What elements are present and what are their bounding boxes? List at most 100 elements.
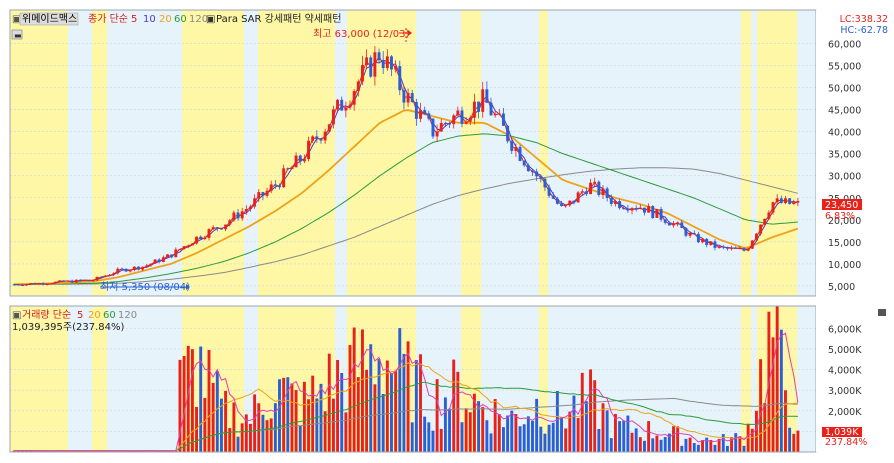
candle-body: [472, 101, 476, 118]
candle-body: [244, 209, 248, 212]
ma10-period: 10: [143, 14, 156, 25]
candle-body: [688, 232, 692, 236]
candle-body: [278, 185, 281, 188]
volume-change: 237.84%: [825, 437, 867, 448]
volume-bar: [564, 428, 568, 452]
lc-value: LC:338.32: [840, 14, 888, 25]
candle-body: [356, 81, 360, 92]
volume-bar: [730, 437, 734, 452]
high-annotation: 최고 63,000 (12/03): [313, 28, 409, 40]
ma60-period: 60: [174, 14, 187, 25]
volume-bar: [294, 390, 298, 452]
candle-body: [286, 168, 290, 170]
candle-body: [701, 238, 704, 243]
volume-bar: [190, 349, 194, 452]
candle-body: [207, 229, 211, 238]
price-tick-label: 10,000: [828, 260, 861, 271]
volume-bar: [618, 421, 622, 452]
candle-body: [29, 283, 33, 285]
candle-body: [323, 131, 327, 141]
candle-body: [543, 178, 547, 188]
price-tick-label: 50,000: [828, 84, 861, 95]
bullish-band: [741, 306, 751, 452]
candle-body: [630, 208, 634, 211]
volume-bar: [510, 410, 514, 452]
candle-body: [336, 99, 340, 110]
volume-legend: ▣ 거래량 단순 5 20 60 120 1,039,395주(237.84%): [12, 309, 886, 333]
volume-bar: [390, 373, 393, 452]
candle-body: [228, 220, 232, 225]
candle-body: [468, 117, 472, 122]
candle-body: [174, 249, 178, 258]
volume-bar: [244, 414, 248, 452]
volume-bar: [750, 428, 754, 452]
volume-bar: [572, 395, 576, 452]
volume-bar: [472, 393, 476, 452]
volume-bar: [253, 394, 257, 452]
volume-bar: [667, 433, 671, 452]
candle-body: [448, 123, 451, 125]
volume-bar: [784, 390, 787, 452]
volume-bar: [713, 444, 717, 452]
ma20-period: 20: [159, 14, 172, 25]
volume-bar: [211, 382, 215, 452]
trend-bands: [10, 10, 797, 452]
symbol-box[interactable]: [19, 12, 79, 26]
candle-body: [170, 254, 174, 258]
volume-bar: [356, 377, 360, 452]
candle-body: [626, 208, 630, 211]
volume-bar: [526, 416, 530, 452]
ma60-line: [14, 133, 798, 286]
candle-body: [352, 91, 356, 105]
candle-body: [535, 171, 539, 177]
volume-bar: [29, 450, 33, 452]
last-price: 23,450: [825, 200, 858, 211]
candle-body: [49, 283, 53, 285]
candle-body: [406, 93, 410, 103]
vol-ma5-period: 5: [77, 310, 83, 321]
volume-tick-label: 2,000K: [828, 407, 862, 418]
volume-bar: [443, 397, 447, 452]
candle-body: [510, 141, 514, 151]
candle-body: [344, 107, 348, 111]
volume-bar: [319, 383, 323, 452]
candle-body: [190, 243, 194, 246]
volume-bar: [373, 384, 377, 452]
volume-tags: 1,039K 237.84%: [822, 427, 867, 448]
candle-body: [103, 275, 107, 277]
volume-bar: [717, 438, 721, 452]
candle-body: [414, 102, 418, 119]
candle-body: [659, 208, 663, 220]
volume-tick-label: 6,000K: [828, 324, 862, 335]
volume-panel-menu-icon[interactable]: [878, 309, 886, 316]
candle-body: [580, 191, 584, 193]
candle-body: [796, 201, 800, 203]
bullish-band: [182, 10, 244, 296]
candle-body: [91, 280, 95, 282]
candle-body: [302, 159, 306, 162]
volume-bar: [601, 403, 605, 452]
vol-ma60-period: 60: [103, 310, 116, 321]
volume-bar: [315, 398, 319, 452]
volume-bar: [427, 422, 431, 452]
price-ma-label: 종가 단순: [88, 13, 128, 25]
volume-bar: [207, 349, 211, 452]
volume-bar: [464, 408, 468, 452]
volume-bar: [551, 422, 555, 452]
candle-body: [489, 102, 493, 116]
candle-body: [120, 268, 124, 270]
candle-body: [153, 259, 157, 264]
candle-body: [518, 147, 522, 161]
candle-body: [74, 279, 78, 283]
candle-body: [20, 284, 24, 286]
candle-body: [593, 181, 597, 183]
candle-body: [717, 246, 721, 248]
symbol-name[interactable]: 위메이드맥스: [22, 12, 77, 25]
candle-body: [83, 280, 87, 282]
candle-body: [62, 280, 66, 282]
collapse-panel-button[interactable]: [11, 29, 23, 40]
candle-body: [705, 238, 709, 245]
candle-body: [477, 101, 481, 112]
candle-body: [622, 208, 626, 210]
